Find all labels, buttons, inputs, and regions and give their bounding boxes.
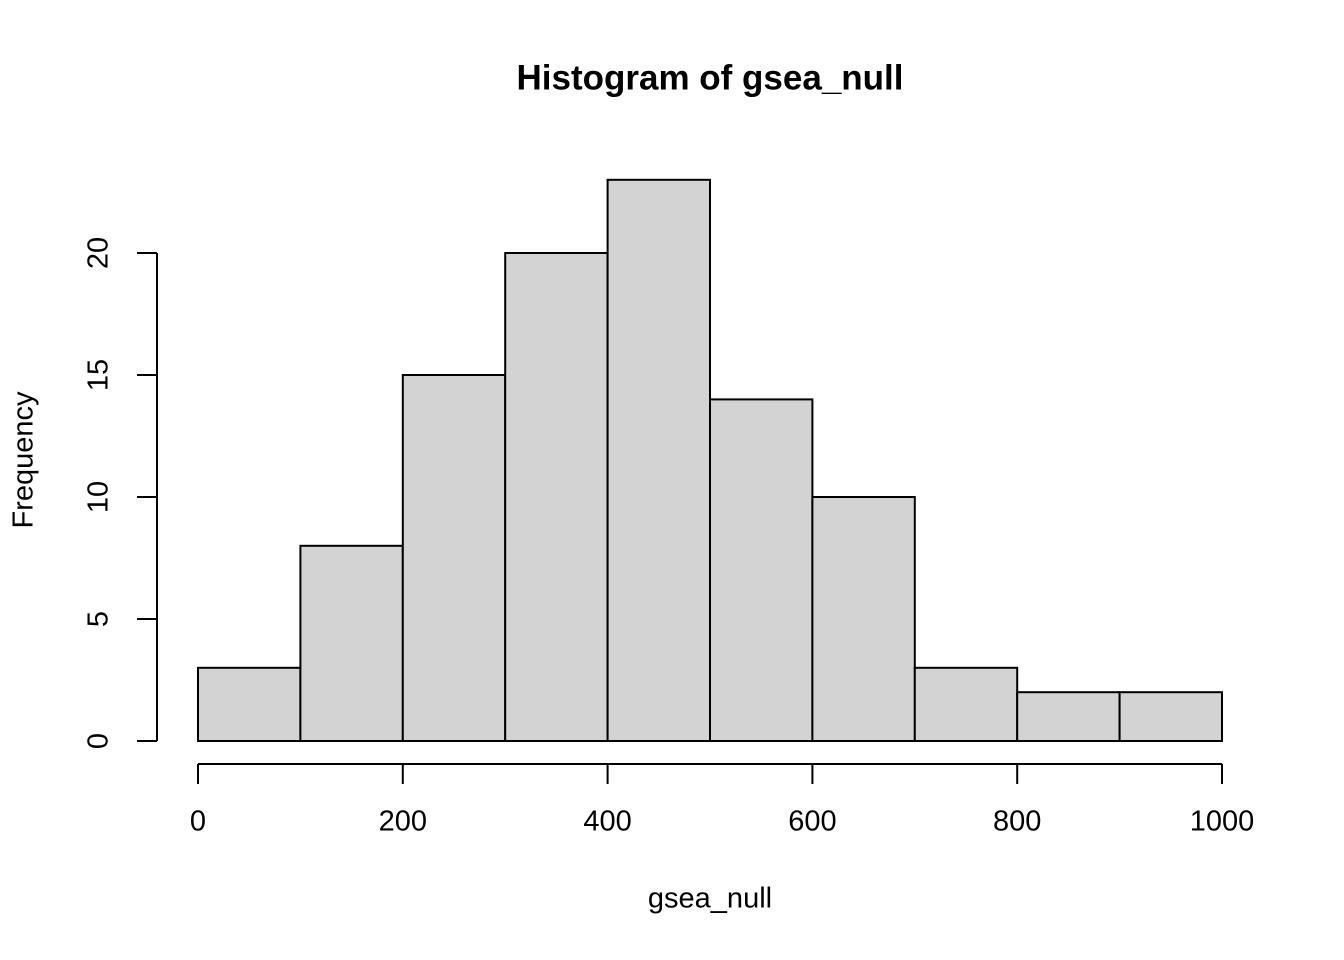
y-tick-label: 15 [83,359,115,391]
y-tick-label: 10 [83,481,115,513]
y-tick-label: 0 [83,733,115,749]
bar [811,496,916,742]
bar [504,252,609,742]
bar [913,666,1019,742]
x-axis-label: gsea_null [648,883,772,915]
chart-title: Histogram of gsea_null [516,58,903,97]
x-tick-label: 600 [788,806,836,838]
x-tick-label: 1000 [1190,806,1255,838]
bar [606,178,711,743]
bar [1118,691,1223,743]
x-tick-label: 200 [379,806,427,838]
bar [1016,691,1121,743]
y-tick-label: 20 [83,237,115,269]
bar [197,666,302,742]
x-tick-label: 800 [993,806,1041,838]
bar [709,398,814,742]
bar [401,374,507,742]
x-tick-label: 400 [583,806,631,838]
bar [299,544,404,742]
x-tick-label: 0 [190,806,206,838]
y-axis-label: Frequency [8,391,40,529]
y-tick-label: 5 [83,611,115,627]
